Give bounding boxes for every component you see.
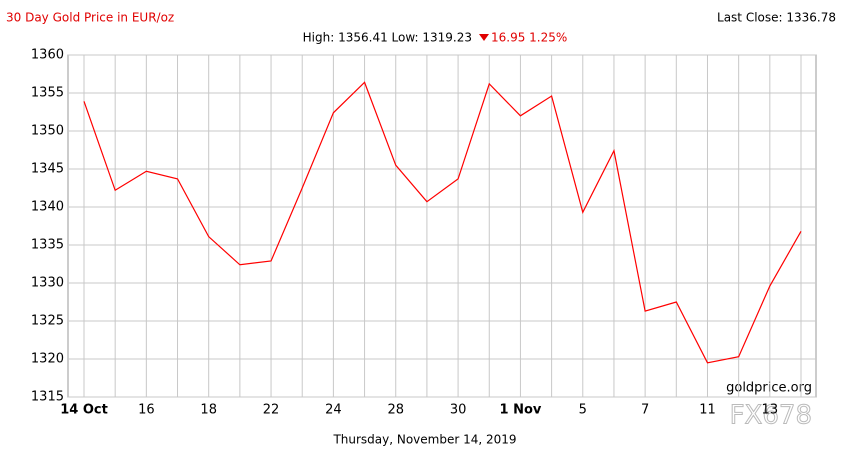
x-tick-label: 11 xyxy=(699,403,716,418)
y-tick-label: 1340 xyxy=(31,200,64,215)
y-tick-label: 1315 xyxy=(31,390,64,405)
y-tick-label: 1330 xyxy=(31,276,64,291)
change: 16.95 1.25% xyxy=(491,31,567,45)
y-tick-label: 1350 xyxy=(31,124,64,139)
overlay-watermark: FX678 xyxy=(730,401,812,431)
x-tick-label: 16 xyxy=(138,403,155,418)
x-tick-label: 24 xyxy=(325,403,342,418)
price-line xyxy=(83,81,802,364)
footer-date: Thursday, November 14, 2019 xyxy=(332,433,516,447)
down-arrow xyxy=(479,34,489,41)
x-tick-label: 30 xyxy=(450,403,467,418)
high-low: High: 1356.41 Low: 1319.23 xyxy=(303,31,472,45)
chart-title: 30 Day Gold Price in EUR/oz xyxy=(6,11,174,25)
last-close: Last Close: 1336.78 xyxy=(717,11,836,25)
y-tick-label: 1325 xyxy=(31,314,64,329)
y-tick-label: 1335 xyxy=(31,238,64,253)
y-tick-label: 1345 xyxy=(31,162,64,177)
x-tick-label: 1 Nov xyxy=(500,403,542,418)
watermark: goldprice.org xyxy=(726,381,812,396)
y-tick-label: 1360 xyxy=(31,48,64,63)
x-tick-label: 22 xyxy=(263,403,280,418)
x-tick-label: 5 xyxy=(579,403,587,418)
x-tick-label: 7 xyxy=(641,403,649,418)
x-tick-label: 13 xyxy=(762,403,779,418)
x-tick-label: 18 xyxy=(200,403,217,418)
x-tick-label: 14 Oct xyxy=(60,403,108,418)
plot-area xyxy=(67,54,817,398)
x-tick-label: 28 xyxy=(387,403,404,418)
y-tick-label: 1355 xyxy=(31,86,64,101)
y-tick-label: 1320 xyxy=(31,352,64,367)
